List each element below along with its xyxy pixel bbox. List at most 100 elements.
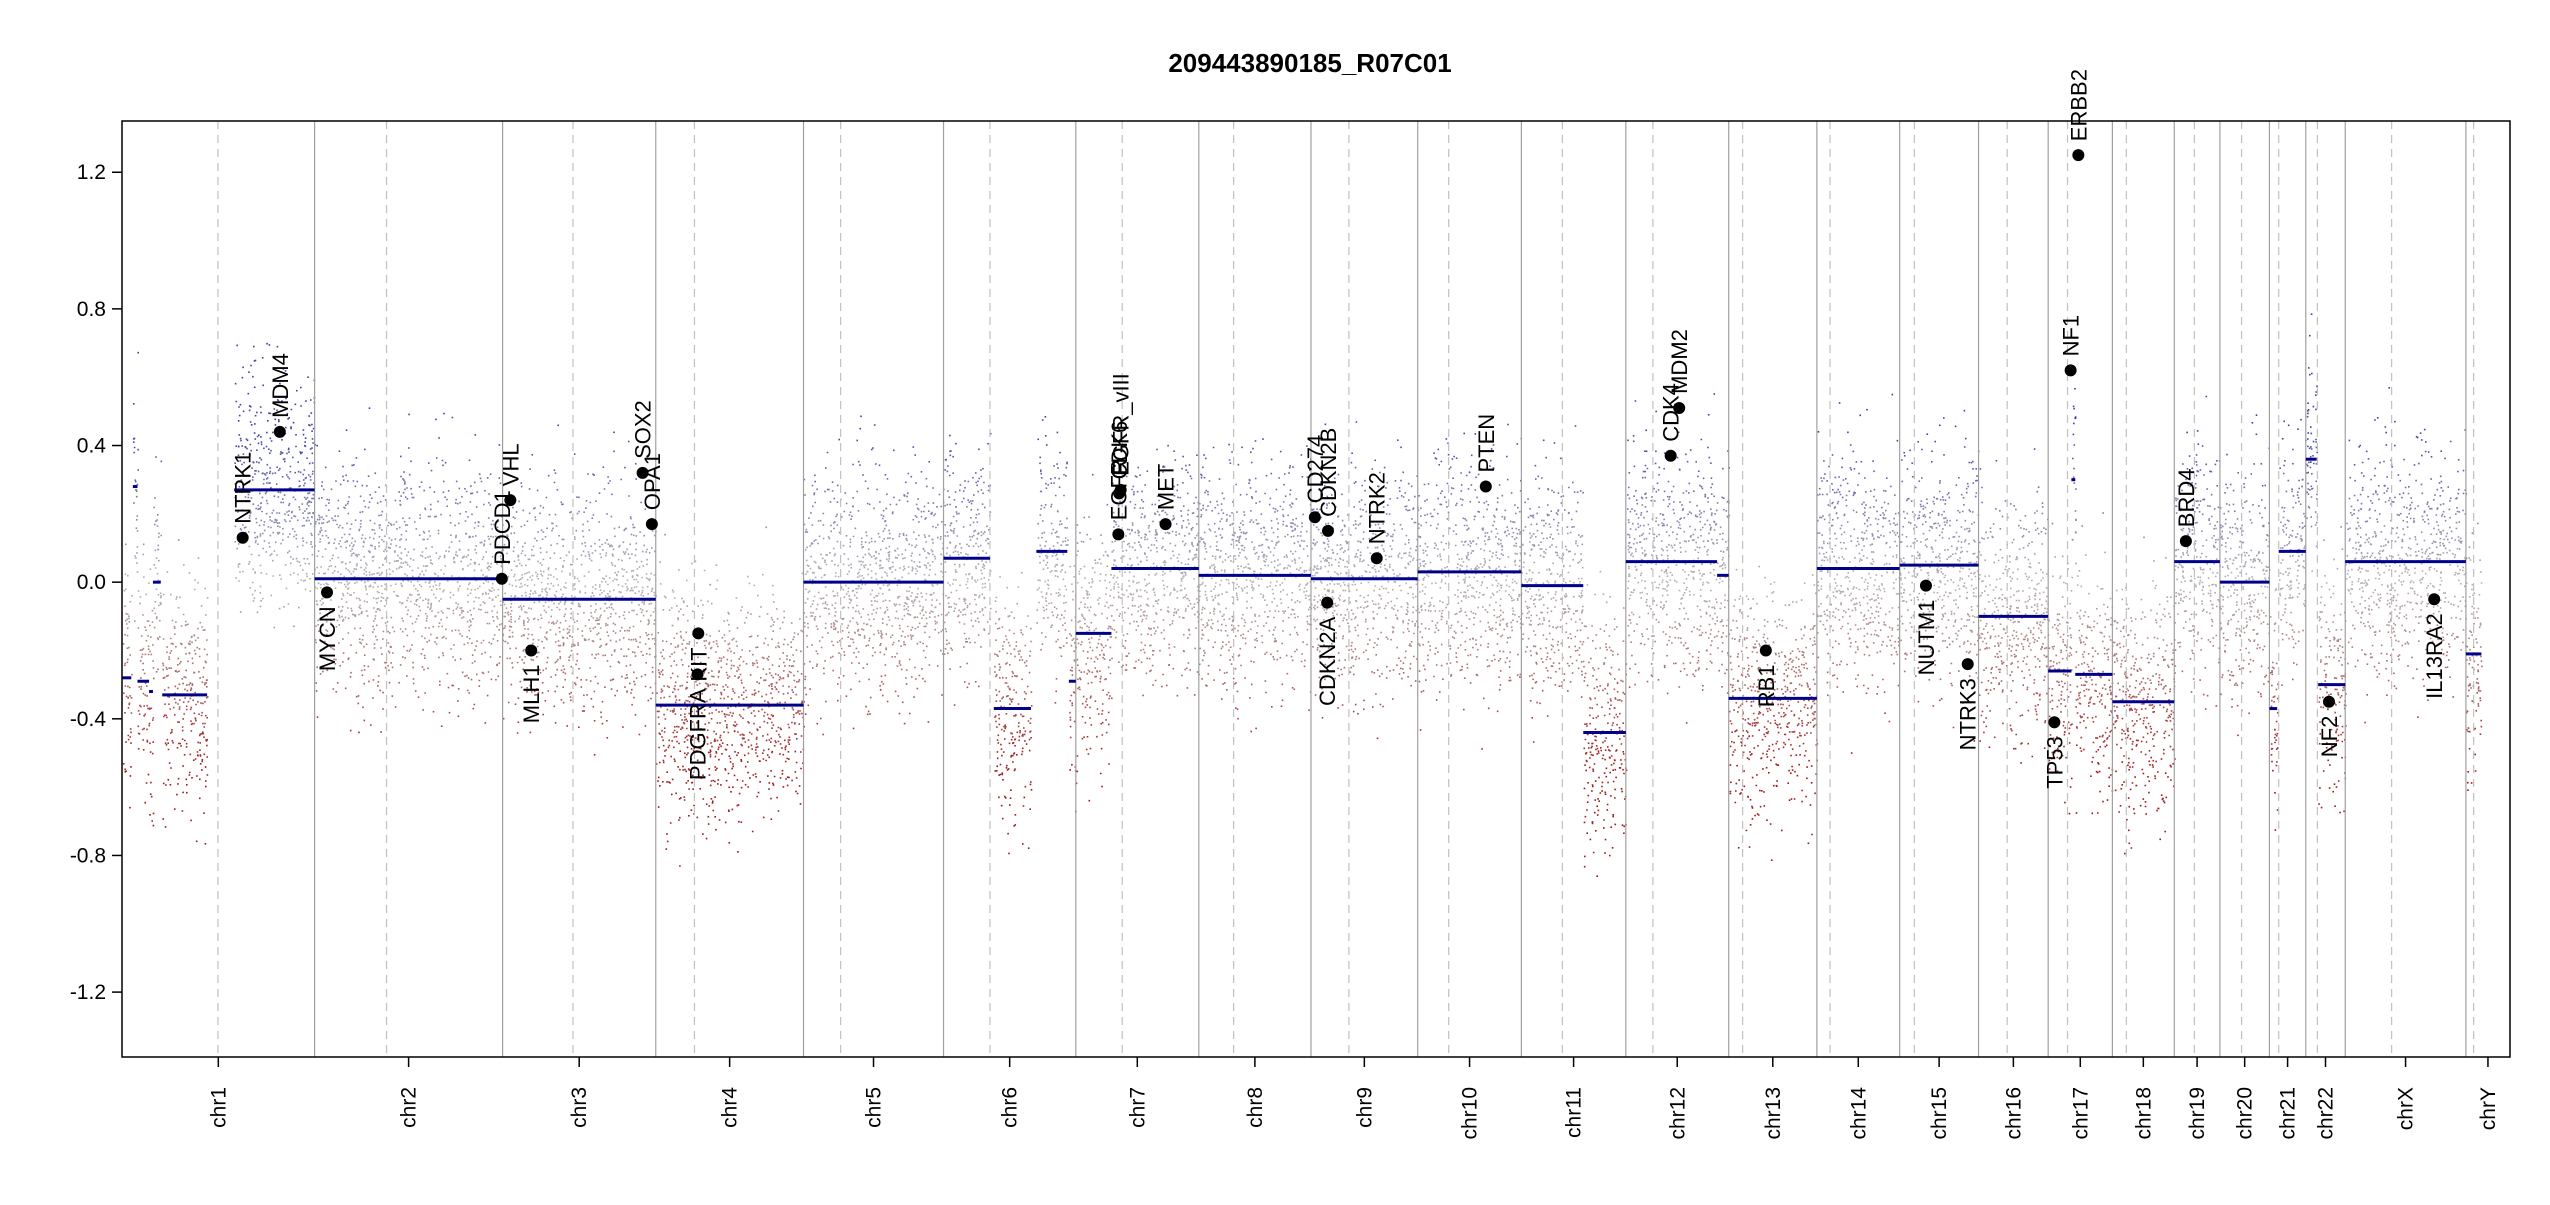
probe-dots — [200, 623, 2482, 624]
chromosome-label: chr13 — [1762, 1087, 1785, 1140]
probe-dots — [155, 567, 2464, 568]
probe-dots — [126, 696, 2469, 697]
gene-point — [525, 644, 537, 656]
probe-dots — [160, 592, 2475, 593]
gene-point — [1665, 450, 1677, 462]
probe-dots — [145, 594, 2480, 595]
probe-dots — [676, 736, 2278, 737]
probe-dots — [128, 615, 2422, 616]
probe-dots — [242, 510, 2464, 511]
gene-label: RB1 — [1754, 665, 1779, 708]
gene-label: OPA1 — [640, 453, 665, 510]
gene-point — [504, 494, 516, 506]
chromosome-label: chr20 — [2234, 1087, 2257, 1140]
probe-dots — [138, 748, 2471, 749]
gene-label: TP53 — [2042, 736, 2067, 789]
probe-dots — [261, 460, 2460, 461]
probe-dots — [144, 673, 2395, 674]
probe-dots — [175, 671, 2273, 672]
gene-point — [2065, 364, 2077, 376]
gene-label: EGFR_vIII — [1109, 373, 1134, 476]
probe-dots — [246, 448, 2310, 449]
gene-point — [237, 532, 249, 544]
y-tick-label: 0.4 — [77, 435, 107, 458]
gene-point — [1480, 481, 1492, 493]
probe-dots — [127, 614, 2407, 615]
probe-dots — [171, 731, 2471, 732]
probe-dots — [137, 484, 2423, 485]
gene-label: NTRK2 — [1365, 472, 1390, 544]
probe-dots — [186, 747, 2172, 748]
probe-dots — [169, 762, 2135, 763]
probe-dots — [166, 744, 2138, 745]
probe-dots — [136, 552, 2448, 553]
probe-dots — [184, 754, 2476, 755]
probe-points — [123, 314, 2483, 876]
gene-label: ERBB2 — [2066, 69, 2091, 141]
probe-dots — [139, 714, 2172, 715]
gene-point — [1760, 644, 1772, 656]
probe-dots — [260, 534, 2442, 535]
probe-dots — [128, 647, 2482, 648]
gene-label: NF1 — [2059, 315, 2084, 357]
chromosome-label: chr3 — [568, 1087, 591, 1128]
gene-point — [496, 573, 508, 585]
gene-label: NUTM1 — [1914, 600, 1939, 676]
probe-dots — [177, 672, 2273, 673]
probe-dots — [368, 666, 2483, 667]
gene-label: VHL — [498, 443, 523, 486]
gene-point — [1673, 402, 1685, 414]
gene-label: NF2 — [2317, 716, 2342, 758]
probe-dots — [254, 470, 2464, 471]
probe-dots — [152, 753, 2165, 754]
probe-dots — [137, 515, 2443, 516]
probe-dots — [148, 645, 2467, 646]
gene-point — [1160, 518, 1172, 530]
probe-dots — [182, 719, 2336, 720]
probe-dots — [178, 539, 2456, 540]
gene-annotations: NTRK1MDM4MYCNPDCD1VHLMLH1SOX2OPA1PDGFRAK… — [231, 69, 2448, 789]
gene-point — [274, 426, 286, 438]
chromosome-label: chr15 — [1928, 1087, 1951, 1140]
chromosome-label: chr21 — [2277, 1087, 2300, 1140]
gene-point — [2428, 593, 2440, 605]
probe-dots — [130, 766, 2172, 767]
probe-dots — [138, 733, 2481, 734]
gene-point — [692, 627, 704, 639]
probe-dots — [259, 493, 2467, 494]
probe-dots — [127, 697, 2481, 698]
chromosome-label: chr4 — [719, 1087, 742, 1128]
probe-dots — [136, 527, 2451, 528]
probe-dots — [250, 450, 2442, 451]
chromosome-label: chr17 — [2069, 1087, 2092, 1140]
probe-dots — [139, 706, 2479, 707]
chromosome-label: chr6 — [999, 1087, 1022, 1128]
probe-dots — [125, 770, 2477, 877]
probe-dots — [266, 482, 2440, 483]
probe-dots — [270, 438, 2419, 439]
gene-point — [1112, 528, 1124, 540]
chromosome-label: chr22 — [2315, 1087, 2338, 1140]
probe-dots — [266, 551, 2427, 552]
probe-dots — [251, 498, 2458, 499]
gene-label: SOX2 — [631, 400, 656, 459]
gene-point — [1321, 597, 1333, 609]
probe-dots — [377, 591, 2416, 592]
probe-dots — [197, 755, 2105, 756]
chromosome-label: chr7 — [1126, 1087, 1149, 1128]
probe-dots — [135, 481, 2442, 482]
probe-dots — [284, 433, 2421, 434]
probe-dots — [182, 738, 2154, 739]
probe-dots — [197, 629, 2431, 630]
probe-dots — [248, 531, 2453, 532]
probe-dots — [664, 728, 2469, 729]
gene-point — [2072, 149, 2084, 161]
probe-dots — [150, 751, 2142, 752]
probe-dots — [194, 579, 2423, 580]
probe-dots — [129, 655, 2477, 656]
probe-dots — [124, 662, 2379, 663]
probe-dots — [136, 496, 2441, 497]
probe-dots — [136, 519, 2429, 520]
gene-label: IL13RA2 — [2422, 613, 2447, 699]
